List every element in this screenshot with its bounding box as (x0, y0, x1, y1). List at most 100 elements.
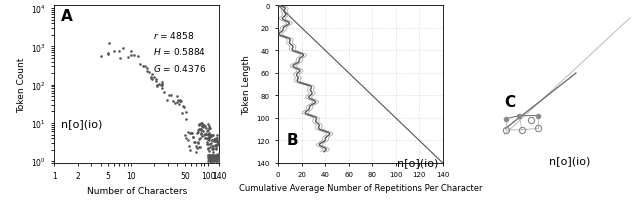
Point (207, 157, 218, 160)
Point (188, 135, 198, 139)
Point (205, 158, 215, 162)
Point (157, 81, 167, 84)
Point (211, 157, 221, 160)
Point (193, 129, 204, 132)
Point (204, 133, 214, 136)
Point (200, 133, 210, 136)
Point (132, 55, 143, 58)
Point (209, 157, 219, 160)
Point (193, 131, 203, 134)
Point (187, 132, 197, 135)
Point (118, 47, 129, 51)
Point (183, 139, 193, 142)
Point (204, 156, 214, 160)
Point (138, 65, 148, 68)
Point (152, 85, 163, 88)
Text: n[o](io): n[o](io) (61, 119, 102, 129)
Point (214, 160, 225, 163)
Point (211, 159, 221, 162)
Point (125, 54, 136, 58)
Point (196, 122, 207, 125)
Point (208, 154, 218, 157)
Point (203, 129, 213, 132)
Point (204, 132, 214, 135)
Point (156, 84, 166, 87)
Point (196, 128, 207, 131)
Point (193, 141, 203, 144)
Point (126, 50, 136, 54)
Point (205, 142, 215, 145)
Point (214, 139, 224, 143)
Point (204, 153, 214, 157)
Point (176, 100, 186, 104)
Point (96, 55, 106, 58)
Point (205, 156, 215, 159)
Point (129, 54, 140, 57)
Point (204, 156, 214, 159)
Point (212, 144, 222, 147)
Text: n[o](io): n[o](io) (397, 157, 438, 167)
Point (211, 147, 221, 151)
Point (196, 133, 206, 136)
Point (103, 53, 113, 56)
Point (204, 136, 214, 139)
Point (203, 146, 213, 150)
Point (214, 140, 224, 143)
Point (195, 123, 205, 126)
Point (212, 140, 222, 143)
Point (211, 136, 221, 140)
Point (211, 153, 221, 156)
Point (200, 136, 211, 140)
Point (212, 159, 223, 163)
Point (198, 126, 209, 129)
Point (209, 154, 219, 157)
Point (134, 63, 145, 67)
Point (204, 125, 214, 128)
Point (195, 128, 205, 131)
Point (172, 101, 182, 104)
Point (173, 99, 183, 102)
Point (205, 135, 216, 138)
Point (212, 141, 223, 144)
Point (212, 154, 223, 158)
Point (204, 158, 214, 161)
Point (189, 141, 200, 144)
Point (212, 157, 222, 161)
Point (146, 78, 156, 81)
Point (199, 124, 209, 127)
Point (204, 158, 214, 161)
Point (205, 146, 215, 149)
Point (146, 76, 156, 80)
Point (191, 150, 201, 153)
Point (175, 99, 185, 102)
Point (207, 139, 217, 142)
Point (206, 155, 216, 159)
Point (166, 93, 176, 97)
Point (152, 84, 163, 87)
Point (170, 102, 180, 105)
Point (208, 146, 218, 150)
Point (147, 78, 157, 81)
Point (207, 158, 217, 161)
Point (209, 140, 219, 143)
Point (198, 129, 208, 133)
Point (207, 154, 217, 157)
Point (211, 153, 221, 156)
Point (201, 137, 211, 140)
Point (147, 73, 157, 77)
Point (204, 138, 214, 141)
Point (204, 137, 214, 140)
Point (202, 130, 212, 133)
Point (214, 157, 224, 161)
Point (211, 156, 221, 159)
Point (212, 143, 222, 146)
Point (209, 144, 220, 147)
Point (206, 133, 216, 137)
Point (205, 157, 215, 160)
Point (196, 125, 207, 129)
Point (207, 138, 217, 142)
Point (206, 141, 216, 144)
Point (208, 134, 218, 137)
Point (198, 124, 208, 128)
Point (196, 128, 206, 132)
